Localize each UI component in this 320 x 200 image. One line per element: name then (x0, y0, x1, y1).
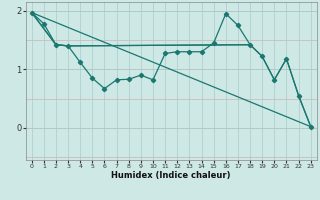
X-axis label: Humidex (Indice chaleur): Humidex (Indice chaleur) (111, 171, 231, 180)
